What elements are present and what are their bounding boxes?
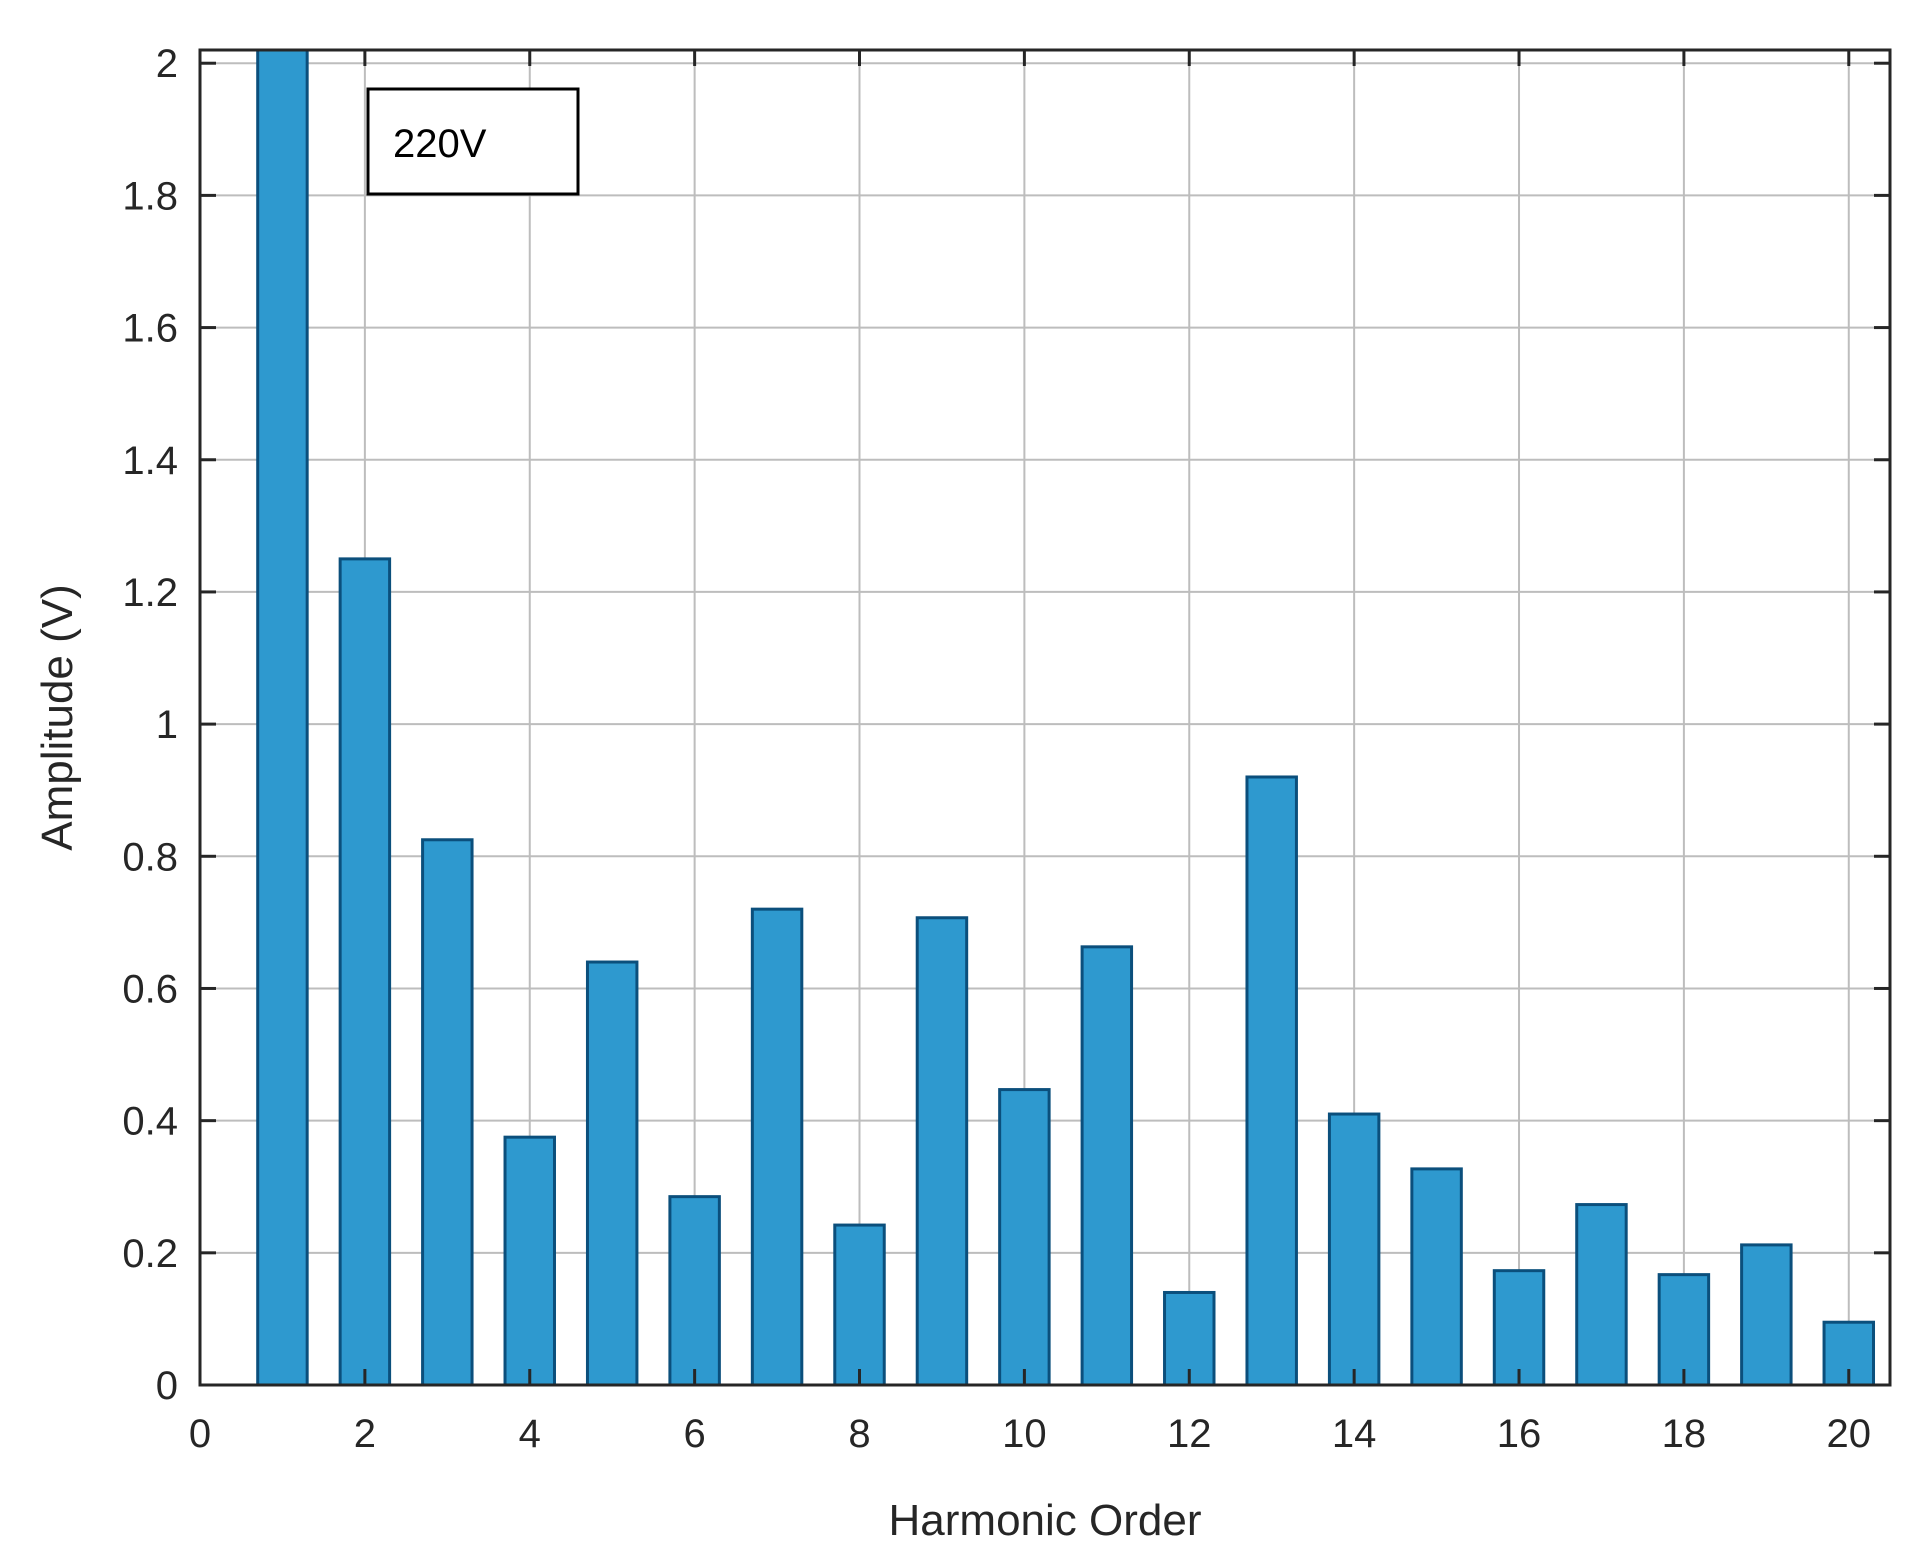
- annotation-text: 220V: [393, 122, 487, 166]
- bar-harmonic-8: [833, 1223, 886, 1387]
- x-tick-label-2: 4: [519, 1412, 541, 1456]
- bar-harmonic-2: [338, 557, 392, 1387]
- bar-harmonic-17: [1575, 1203, 1628, 1387]
- x-tick-label-9: 18: [1662, 1412, 1707, 1456]
- x-tick-label-1: 2: [354, 1412, 376, 1456]
- annotation-frame: [366, 87, 580, 196]
- y-tick-label-2: 0.4: [122, 1100, 178, 1144]
- x-tick-label-5: 10: [1002, 1412, 1047, 1456]
- y-tick-label-5: 1: [156, 703, 178, 747]
- x-tick-label-7: 14: [1332, 1412, 1377, 1456]
- bar-harmonic-19: [1740, 1243, 1793, 1387]
- x-tick-label-0: 0: [189, 1412, 211, 1456]
- y-tick-labels: 0 0.2 0.4 0.6 0.8 1 1.2 1.4 1.6 1.8 2: [122, 42, 178, 1408]
- y-tick-label-9: 1.8: [122, 174, 178, 218]
- bar-harmonic-3: [421, 838, 474, 1387]
- y-tick-label-10: 2: [156, 42, 178, 86]
- bar-harmonic-4: [503, 1135, 556, 1387]
- x-tick-label-3: 6: [684, 1412, 706, 1456]
- x-tick-labels: 0 2 4 6 8 10 12 14 16 18 20: [189, 1412, 1871, 1456]
- bar-harmonic-11: [1080, 945, 1134, 1387]
- x-tick-label-6: 12: [1167, 1412, 1212, 1456]
- bar-harmonic-1: [256, 48, 309, 1387]
- bar-harmonic-5: [585, 960, 639, 1387]
- bar-harmonic-18: [1657, 1273, 1711, 1387]
- bar-harmonic-14: [1327, 1112, 1381, 1387]
- x-tick-label-4: 8: [848, 1412, 870, 1456]
- y-tick-label-4: 0.8: [122, 835, 178, 879]
- bar-harmonic-7: [750, 907, 804, 1387]
- y-tick-label-6: 1.2: [122, 571, 178, 615]
- bar-harmonic-9: [915, 916, 969, 1387]
- bar-harmonic-16: [1492, 1269, 1546, 1387]
- x-axis-label: Harmonic Order: [889, 1496, 1202, 1545]
- annotation-box: 220V: [366, 87, 580, 196]
- x-tick-label-10: 20: [1827, 1412, 1872, 1456]
- y-axis-label: Amplitude (V): [33, 584, 82, 851]
- bar-harmonic-13: [1245, 775, 1298, 1387]
- bar-harmonic-6: [668, 1195, 721, 1387]
- plot-frame: [198, 48, 1892, 1387]
- axis-ticks: [198, 50, 1890, 1387]
- y-tick-label-7: 1.4: [122, 439, 178, 483]
- y-tick-label-3: 0.6: [122, 967, 178, 1011]
- x-tick-label-8: 16: [1497, 1412, 1542, 1456]
- y-tick-label-8: 1.6: [122, 307, 178, 351]
- y-tick-label-0: 0: [156, 1364, 178, 1408]
- grid-lines: [199, 50, 1890, 1386]
- bar-harmonic-10: [998, 1088, 1051, 1387]
- y-tick-label-1: 0.2: [122, 1232, 178, 1276]
- bar-harmonic-15: [1410, 1167, 1463, 1387]
